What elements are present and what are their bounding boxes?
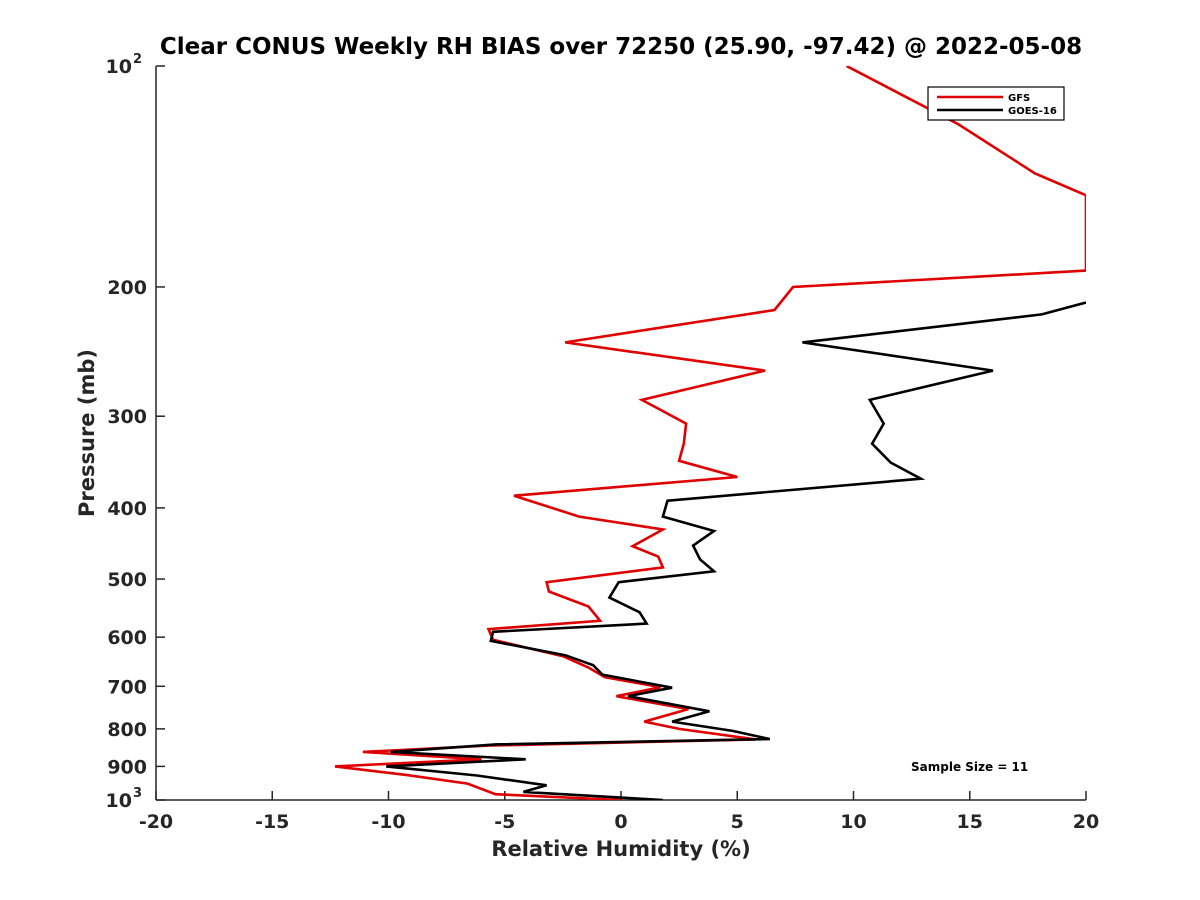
legend-label: GOES-16 (1008, 106, 1057, 117)
y-tick-label: 800 (107, 719, 147, 741)
y-tick-exponent: 3 (133, 786, 142, 801)
axes (155, 66, 1086, 801)
series-line-gfs (334, 66, 1086, 800)
y-tick-label: 700 (107, 676, 147, 698)
x-tick-label: -20 (139, 811, 173, 833)
series-line-goes-16 (386, 301, 1086, 800)
x-tick-label: 0 (614, 811, 627, 833)
legend-label: GFS (1008, 93, 1030, 104)
x-tick-label: -10 (371, 811, 405, 833)
y-tick-label: 400 (107, 498, 147, 520)
y-tick-label: 500 (107, 569, 147, 591)
x-tick-label: 5 (731, 811, 744, 833)
y-tick-label: 10 (106, 790, 132, 812)
y-tick-label: 200 (107, 277, 147, 299)
x-axis-label: Relative Humidity (%) (491, 837, 750, 861)
series-lines (334, 66, 1086, 800)
sample-size-annotation: Sample Size = 11 (911, 760, 1028, 774)
x-tick-label: -5 (494, 811, 515, 833)
chart-title: Clear CONUS Weekly RH BIAS over 72250 (2… (160, 34, 1082, 60)
y-tick-label: 900 (107, 756, 147, 778)
x-tick-label: 20 (1073, 811, 1099, 833)
y-tick-label: 600 (107, 627, 147, 649)
y-tick-label: 300 (107, 406, 147, 428)
x-tick-label: -15 (255, 811, 289, 833)
x-axis-ticks: -20 -15 -10 -5 0 5 10 15 20 (139, 791, 1099, 833)
legend-box (927, 86, 1065, 121)
y-tick-exponent: 2 (133, 52, 142, 67)
y-tick-label: 10 (106, 56, 132, 78)
x-tick-label: 15 (957, 811, 983, 833)
legend: GFS GOES-16 (927, 86, 1065, 121)
y-axis-label: Pressure (mb) (75, 349, 99, 517)
x-tick-label: 10 (840, 811, 866, 833)
